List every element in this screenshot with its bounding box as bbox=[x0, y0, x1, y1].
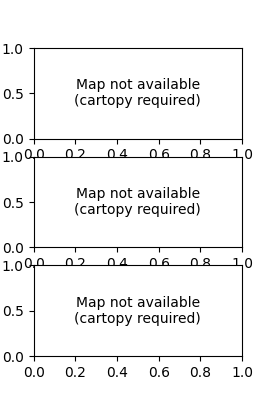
Text: Map not available
(cartopy required): Map not available (cartopy required) bbox=[75, 296, 201, 326]
Text: Map not available
(cartopy required): Map not available (cartopy required) bbox=[75, 78, 201, 108]
Text: Map not available
(cartopy required): Map not available (cartopy required) bbox=[75, 187, 201, 217]
